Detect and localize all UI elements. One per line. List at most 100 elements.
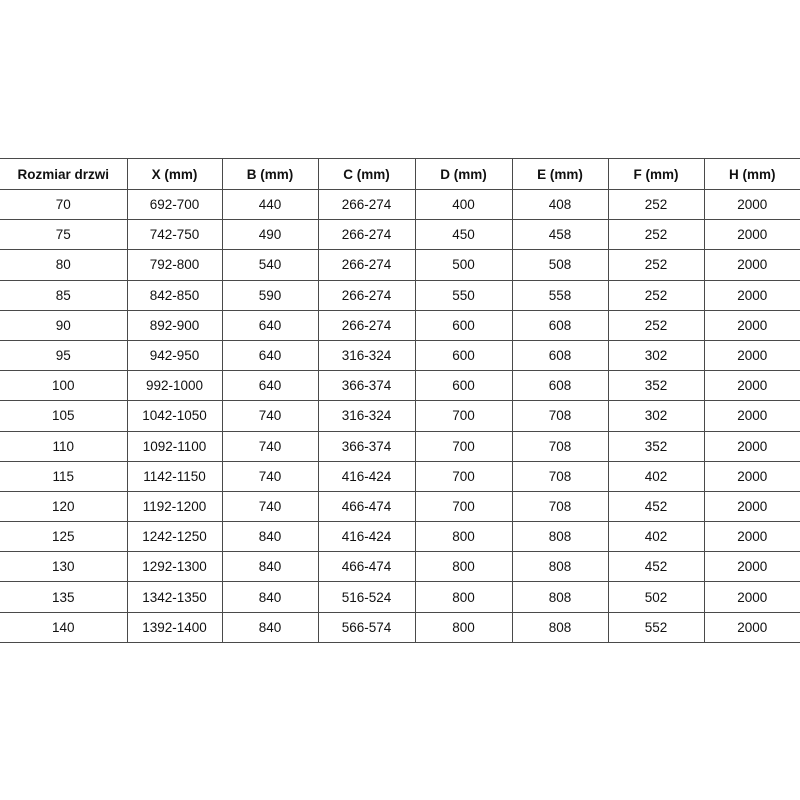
- table-cell: 552: [607, 611, 705, 643]
- table-cell: 700: [414, 400, 513, 432]
- table-cell: 1242-1250: [126, 521, 223, 553]
- table-cell: 2000: [703, 460, 800, 492]
- table-cell: 110: [0, 430, 128, 462]
- table-cell: 105: [0, 400, 128, 432]
- table-cell: 2000: [703, 521, 800, 553]
- table-cell: 808: [511, 521, 609, 553]
- table-cell: 842-850: [126, 279, 223, 311]
- table-cell: 708: [511, 490, 609, 523]
- table-row: 105 1042-1050 740 316-324 700 708 302 2000: [0, 400, 800, 432]
- table-cell: 640: [221, 339, 319, 372]
- table-row: 125 1242-1250 840 416-424 800 808 402 2000: [0, 521, 800, 553]
- table-cell: 2000: [703, 309, 800, 341]
- table-row: 120 1192-1200 740 466-474 700 708 452 2000: [0, 490, 800, 523]
- table-cell: 708: [511, 400, 609, 432]
- table-cell: 316-324: [317, 339, 416, 372]
- table-cell: 100: [0, 370, 128, 402]
- table-cell: 640: [221, 370, 319, 402]
- table-row: 80 792-800 540 266-274 500 508 252 2000: [0, 249, 800, 281]
- table-cell: 95: [0, 339, 128, 372]
- column-header: Rozmiar drzwi: [0, 158, 128, 190]
- column-header: B (mm): [221, 158, 319, 190]
- table-cell: 252: [607, 219, 705, 251]
- table-cell: 266-274: [317, 219, 416, 251]
- table-cell: 416-424: [317, 460, 416, 492]
- table-cell: 808: [511, 551, 609, 583]
- table-cell: 892-900: [126, 309, 223, 341]
- table-cell: 400: [414, 188, 513, 221]
- table-cell: 266-274: [317, 309, 416, 341]
- column-header: C (mm): [317, 158, 416, 190]
- table-cell: 130: [0, 551, 128, 583]
- table-cell: 316-324: [317, 400, 416, 432]
- table-cell: 120: [0, 490, 128, 523]
- table-cell: 466-474: [317, 490, 416, 523]
- table-row: 70 692-700 440 266-274 400 408 252 2000: [0, 188, 800, 221]
- table-cell: 2000: [703, 219, 800, 251]
- table-cell: 516-524: [317, 581, 416, 613]
- table-cell: 408: [511, 188, 609, 221]
- table-cell: 840: [221, 581, 319, 613]
- table-cell: 700: [414, 460, 513, 492]
- table-cell: 992-1000: [126, 370, 223, 402]
- table-cell: 792-800: [126, 249, 223, 281]
- table-row: 90 892-900 640 266-274 600 608 252 2000: [0, 309, 800, 341]
- table-cell: 800: [414, 521, 513, 553]
- table-cell: 558: [511, 279, 609, 311]
- table-cell: 252: [607, 309, 705, 341]
- table-cell: 608: [511, 309, 609, 341]
- table-cell: 2000: [703, 551, 800, 583]
- table-cell: 302: [607, 400, 705, 432]
- table-cell: 600: [414, 339, 513, 372]
- door-size-table: Rozmiar drzwi X (mm) B (mm) C (mm) D (mm) E (…: [0, 158, 800, 643]
- table-cell: 942-950: [126, 339, 223, 372]
- table-cell: 266-274: [317, 188, 416, 221]
- table-cell: 502: [607, 581, 705, 613]
- table-cell: 2000: [703, 249, 800, 281]
- table-cell: 452: [607, 490, 705, 523]
- table-cell: 840: [221, 611, 319, 643]
- table-cell: 2000: [703, 490, 800, 523]
- table-header-row: Rozmiar drzwi X (mm) B (mm) C (mm) D (mm) E (…: [0, 158, 800, 190]
- table-cell: 1192-1200: [126, 490, 223, 523]
- table-cell: 252: [607, 249, 705, 281]
- table-cell: 740: [221, 490, 319, 523]
- table-cell: 840: [221, 551, 319, 583]
- table-cell: 2000: [703, 400, 800, 432]
- table-cell: 135: [0, 581, 128, 613]
- table-cell: 402: [607, 460, 705, 492]
- table-cell: 452: [607, 551, 705, 583]
- table-cell: 2000: [703, 581, 800, 613]
- table-cell: 508: [511, 249, 609, 281]
- table-cell: 800: [414, 551, 513, 583]
- table-cell: 608: [511, 370, 609, 402]
- table-row: 75 742-750 490 266-274 450 458 252 2000: [0, 219, 800, 251]
- column-header: E (mm): [511, 158, 609, 190]
- table-cell: 458: [511, 219, 609, 251]
- table-cell: 708: [511, 460, 609, 492]
- table-cell: 700: [414, 430, 513, 462]
- table-cell: 2000: [703, 430, 800, 462]
- column-header: H (mm): [703, 158, 800, 190]
- table-cell: 125: [0, 521, 128, 553]
- table-cell: 840: [221, 521, 319, 553]
- table-cell: 2000: [703, 279, 800, 311]
- table-cell: 808: [511, 611, 609, 643]
- table-cell: 692-700: [126, 188, 223, 221]
- table-cell: 450: [414, 219, 513, 251]
- table-cell: 115: [0, 460, 128, 492]
- table-cell: 600: [414, 309, 513, 341]
- table-cell: 1042-1050: [126, 400, 223, 432]
- table-cell: 85: [0, 279, 128, 311]
- table-cell: 1392-1400: [126, 611, 223, 643]
- table-cell: 2000: [703, 611, 800, 643]
- table-cell: 252: [607, 188, 705, 221]
- table-cell: 550: [414, 279, 513, 311]
- table-row: 115 1142-1150 740 416-424 700 708 402 2000: [0, 460, 800, 492]
- table-cell: 70: [0, 188, 128, 221]
- table-cell: 566-574: [317, 611, 416, 643]
- table-cell: 366-374: [317, 430, 416, 462]
- table-row: 95 942-950 640 316-324 600 608 302 2000: [0, 339, 800, 372]
- table-cell: 2000: [703, 339, 800, 372]
- table-cell: 808: [511, 581, 609, 613]
